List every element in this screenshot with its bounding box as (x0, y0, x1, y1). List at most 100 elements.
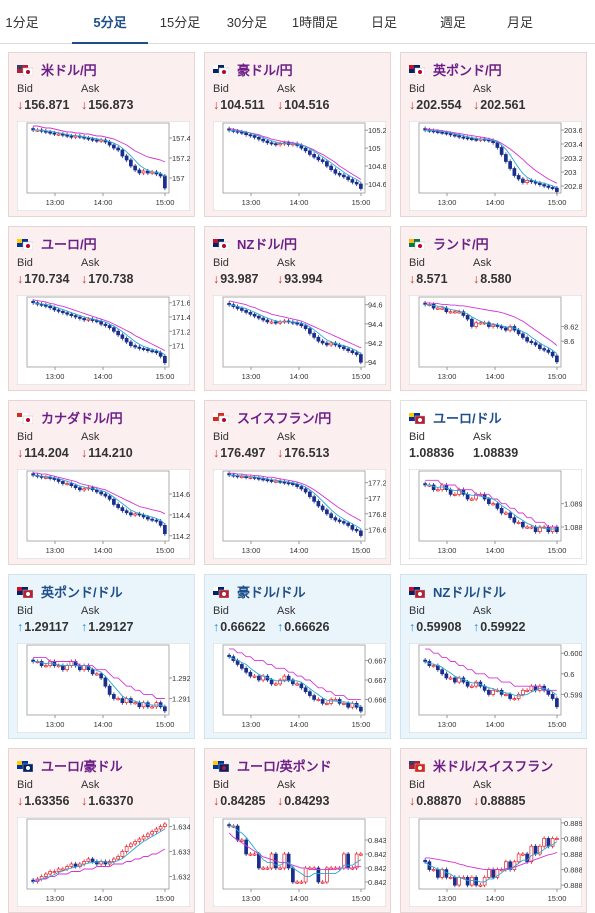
bid-value: 104.511 (220, 98, 265, 112)
price-chart[interactable]: 105.2 105 104.8 104.6 13:00 14:00 15:00 (213, 121, 386, 211)
plot-area (418, 296, 562, 368)
price-chart[interactable]: 157.4 157.2 157 13:00 14:00 15:00 (17, 121, 190, 211)
tab-0[interactable]: 1分足 (5, 15, 39, 30)
currency-pair-link[interactable]: NZドル/円 (237, 237, 297, 252)
candle-body (158, 826, 163, 830)
tab-2[interactable]: 15分足 (159, 15, 201, 30)
tab-4[interactable]: 1時間足 (291, 15, 339, 30)
candle-body (453, 876, 457, 886)
candle-body (95, 861, 99, 865)
rate-card[interactable]: 米ドル/スイスフラン Bid Ask ↓0.88870 ↓0.88885 0.889 0.8… (400, 748, 587, 913)
price-chart[interactable]: 8.62 8.6 13:00 14:00 15:00 (409, 295, 582, 385)
rate-card[interactable]: カナダドル/円 Bid Ask ↓114.204 ↓114.210 114.6 114.4 1… (8, 400, 195, 565)
price-chart[interactable]: 114.6 114.4 114.2 13:00 14:00 15:00 (17, 469, 190, 559)
bid-label: Bid (409, 779, 425, 791)
candle-body (158, 173, 163, 177)
rate-card[interactable]: 豪ドル/ドルBidAsk↑0.66622↑0.666260.66750.6670… (204, 574, 391, 739)
candle-body (274, 321, 278, 324)
tab-5[interactable]: 日足 (370, 15, 397, 30)
currency-pair-link[interactable]: 英ポンド/ドル (41, 585, 123, 600)
candle-body (158, 352, 163, 357)
bid-price: ↑0.59908 (409, 620, 461, 634)
candle-body (52, 871, 57, 874)
currency-pair-link[interactable]: 米ドル/円 (41, 63, 97, 78)
candle-body (39, 661, 44, 666)
price-chart[interactable]: 177.2 177 176.8 176.6 13:00 14:00 15:00 (213, 469, 386, 559)
currency-pair-link[interactable]: スイスフラン/円 (237, 411, 332, 426)
candle-body (499, 147, 504, 155)
tab-7[interactable]: 月足 (506, 15, 533, 30)
rate-card[interactable]: 英ポンド/ドルBidAsk↑1.29117↑1.291271.2921.2915… (8, 574, 195, 739)
price-chart-svg: 8.62 8.6 13:00 14:00 15:00 (409, 295, 582, 385)
price-chart[interactable]: 203.6 203.4 203.2 203 202.8 13:00 14:00 15:00 (409, 121, 582, 211)
card-header: 豪ドル/ドル (213, 580, 386, 600)
x-tick-label: 14:00 (94, 894, 113, 903)
plot-area (418, 644, 562, 716)
currency-pair-link[interactable]: ユーロ/豪ドル (41, 759, 123, 774)
price-chart[interactable]: 0.889 0.8888 0.8886 0.8884 0.8882 13:00 14:00 1… (409, 817, 582, 907)
price-chart[interactable]: 1.089 1.0885 13:00 14:00 15:00 (409, 469, 582, 559)
rate-card[interactable]: スイスフラン/円 Bid Ask ↓176.497 ↓176.513 177.2 177 17… (204, 400, 391, 565)
price-chart[interactable]: 1.292 1.2915 13:00 14:00 15:00 (17, 643, 190, 733)
y-tick-label: 114.2 (172, 532, 190, 541)
currency-pair-link[interactable]: 豪ドル/円 (237, 63, 293, 78)
candle-body (312, 695, 316, 700)
candle-body (269, 679, 274, 685)
candle-body (265, 319, 270, 323)
y-tick-label: 0.8427 (368, 878, 386, 887)
currency-pair-link[interactable]: 豪ドル/ドル (237, 585, 306, 600)
rate-card[interactable]: NZドル/ドルBidAsk↑0.59908↑0.599220.60050.60.… (400, 574, 587, 739)
candle-body (320, 340, 325, 344)
candle-body (299, 323, 304, 327)
price-chart[interactable]: 0.843 0.8429 0.8428 0.8427 13:00 14:00 15:00 (213, 817, 386, 907)
candle-body (129, 843, 133, 847)
candle-body (150, 518, 154, 521)
currency-pair-link[interactable]: 米ドル/スイスフラン (433, 759, 554, 774)
price-chart[interactable]: 94.6 94.4 94.2 94 13:00 14:00 15:00 (213, 295, 386, 385)
rate-card[interactable]: ランド/円 Bid Ask ↓8.571 ↓8.580 8.62 8.6 13:00 14:00… (400, 226, 587, 391)
candle-body (521, 689, 525, 695)
price-chart[interactable]: 0.6675 0.667 0.6665 13:00 14:00 15:00 (213, 643, 386, 733)
x-tick-label: 15:00 (352, 894, 371, 903)
y-tick-label: 203.2 (564, 154, 582, 163)
candle-body (154, 519, 159, 522)
rate-card[interactable]: ユーロ/豪ドル Bid Ask ↓1.63356 ↓1.63370 1.634 1.633 1… (8, 748, 195, 913)
price-chart-svg: 157.4 157.2 157 13:00 14:00 15:00 (17, 121, 190, 211)
candle-body (282, 853, 287, 869)
price-chart[interactable]: 171.6 171.4 171.2 171 13:00 14:00 15:00 (17, 295, 190, 385)
currency-pair-link[interactable]: ランド/円 (433, 237, 489, 252)
tab-1[interactable]: 5分足 (72, 0, 148, 44)
currency-pair-link[interactable]: ユーロ/英ポンド (237, 759, 332, 774)
currency-pair-link[interactable]: ユーロ/ドル (433, 411, 502, 426)
currency-pair-link[interactable]: ユーロ/円 (41, 237, 97, 252)
rate-card[interactable]: NZドル/円 Bid Ask ↓93.987 ↓93.994 94.6 94.4 94.2 94… (204, 226, 391, 391)
moving-average-fast-line (33, 129, 166, 177)
currency-pair-link[interactable]: NZドル/ドル (433, 585, 506, 600)
rate-card[interactable]: 英ポンド/円 Bid Ask ↓202.554 ↓202.561 203.6 203.4 20… (400, 52, 587, 217)
x-tick-label: 15:00 (352, 546, 371, 555)
candle-body (504, 327, 508, 331)
rate-card[interactable]: ユーロ/英ポンド Bid Ask ↓0.84285 ↓0.84293 0.843 0.842… (204, 748, 391, 913)
price-chart[interactable]: 0.6005 0.6 0.5995 13:00 14:00 15:00 (409, 643, 582, 733)
rate-card[interactable]: 豪ドル/円 Bid Ask ↓104.511 ↓104.516 105.2 105 104.8… (204, 52, 391, 217)
candle-body (465, 876, 470, 886)
candle-body (129, 512, 133, 516)
y-tick-label: 0.8888 (564, 834, 582, 843)
plot-area (418, 470, 562, 542)
candle-body (550, 694, 555, 699)
rate-card[interactable]: 米ドル/円 Bid Ask ↓156.871 ↓156.873 157.4 157.2 157… (8, 52, 195, 217)
currency-pair-link[interactable]: 英ポンド/円 (433, 63, 502, 78)
candle-body (325, 867, 329, 883)
tab-3[interactable]: 30分足 (226, 15, 268, 30)
ask-price: ↓156.873 (81, 98, 133, 112)
candle-body (350, 525, 355, 530)
candle-body (278, 679, 282, 685)
candle-body (61, 665, 65, 671)
currency-pair-link[interactable]: カナダドル/円 (41, 411, 123, 426)
price-chart[interactable]: 1.634 1.633 1.632 13:00 14:00 15:00 (17, 817, 190, 907)
candle-body (78, 487, 82, 491)
bid-price: ↓114.204 (17, 446, 69, 460)
rate-card[interactable]: ユーロ/円 Bid Ask ↓170.734 ↓170.738 171.6 171.4 171… (8, 226, 195, 391)
tab-6[interactable]: 週足 (439, 15, 466, 30)
rate-card[interactable]: ユーロ/ドル Bid Ask 1.08836 1.08839 1.089 1.0885 13:… (400, 400, 587, 565)
